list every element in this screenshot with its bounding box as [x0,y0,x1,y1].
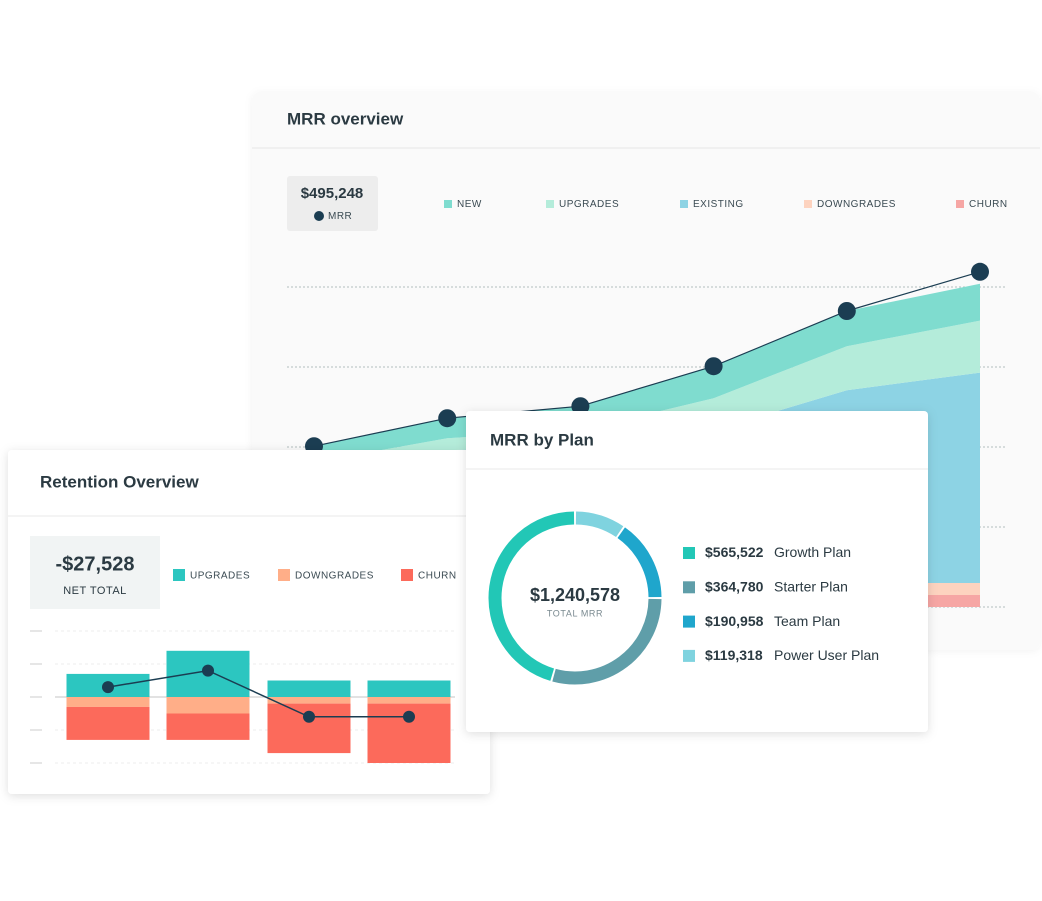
bar [367,697,451,704]
plan-card: MRR by Plan $1,240,578 TOTAL MRR $565,52… [466,411,928,732]
center-value: $1,240,578 [530,585,620,605]
legend-swatch [444,200,452,208]
line [313,271,981,447]
value-label: $119,318 [705,647,763,663]
card-title: Retention Overview [40,472,199,491]
point [704,357,723,376]
point [102,681,114,694]
point [438,409,457,428]
legend-swatch [278,569,290,581]
donut-slice [575,511,624,538]
kpi-value: -$27,528 [56,553,135,575]
legend-label: Team Plan [774,613,840,629]
value-label: $565,522 [705,544,764,560]
card-bg [466,411,928,732]
bar [267,680,351,697]
legend-swatch [683,581,695,594]
line [107,669,409,718]
legend-swatch [956,200,964,208]
point [571,397,590,416]
legend-dot [314,211,324,221]
legend-label: DOWNGRADES [817,199,896,210]
legend-label: Starter Plan [774,579,848,595]
legend-label: CHURN [418,571,457,582]
value-label: $190,958 [705,613,764,629]
legend-swatch [401,569,413,581]
center-label: TOTAL MRR [547,608,603,618]
legend-swatch [683,649,695,662]
legend-label: DOWNGRADES [295,571,374,582]
legend-swatch [804,200,812,208]
point [971,262,989,281]
kpi-box [287,176,378,231]
legend-label: CHURN [969,199,1008,210]
card-title: MRR by Plan [490,430,594,449]
point [202,664,214,677]
legend-label: EXISTING [693,199,744,210]
legend-swatch [680,200,688,208]
legend-label: NEW [457,199,482,210]
bar [367,680,451,697]
legend-label: MRR [328,211,352,222]
donut-slice [552,598,662,685]
legend-swatch [546,200,554,208]
bar [166,713,250,740]
point [303,710,315,723]
value-label: $364,780 [705,579,764,595]
point [837,302,856,320]
legend-swatch [683,547,695,559]
legend-swatch [173,569,185,581]
bar [66,706,150,740]
bar [267,697,351,704]
kpi-value: $495,248 [301,185,364,202]
kpi-box [30,536,160,609]
bar [66,697,150,707]
donut-slice [488,511,575,681]
card-title: MRR overview [287,109,404,128]
bar [166,697,250,714]
legend-swatch [683,615,695,628]
kpi-label: NET TOTAL [63,585,127,597]
point [403,710,415,723]
donut-slice [617,527,662,598]
legend-label: UPGRADES [190,571,250,582]
legend-label: Power User Plan [774,647,879,663]
retention-card: Retention Overview -$27,528 UPGRADES DOWN… [8,450,490,794]
legend-label: UPGRADES [559,199,619,210]
legend-label: Growth Plan [774,544,851,560]
